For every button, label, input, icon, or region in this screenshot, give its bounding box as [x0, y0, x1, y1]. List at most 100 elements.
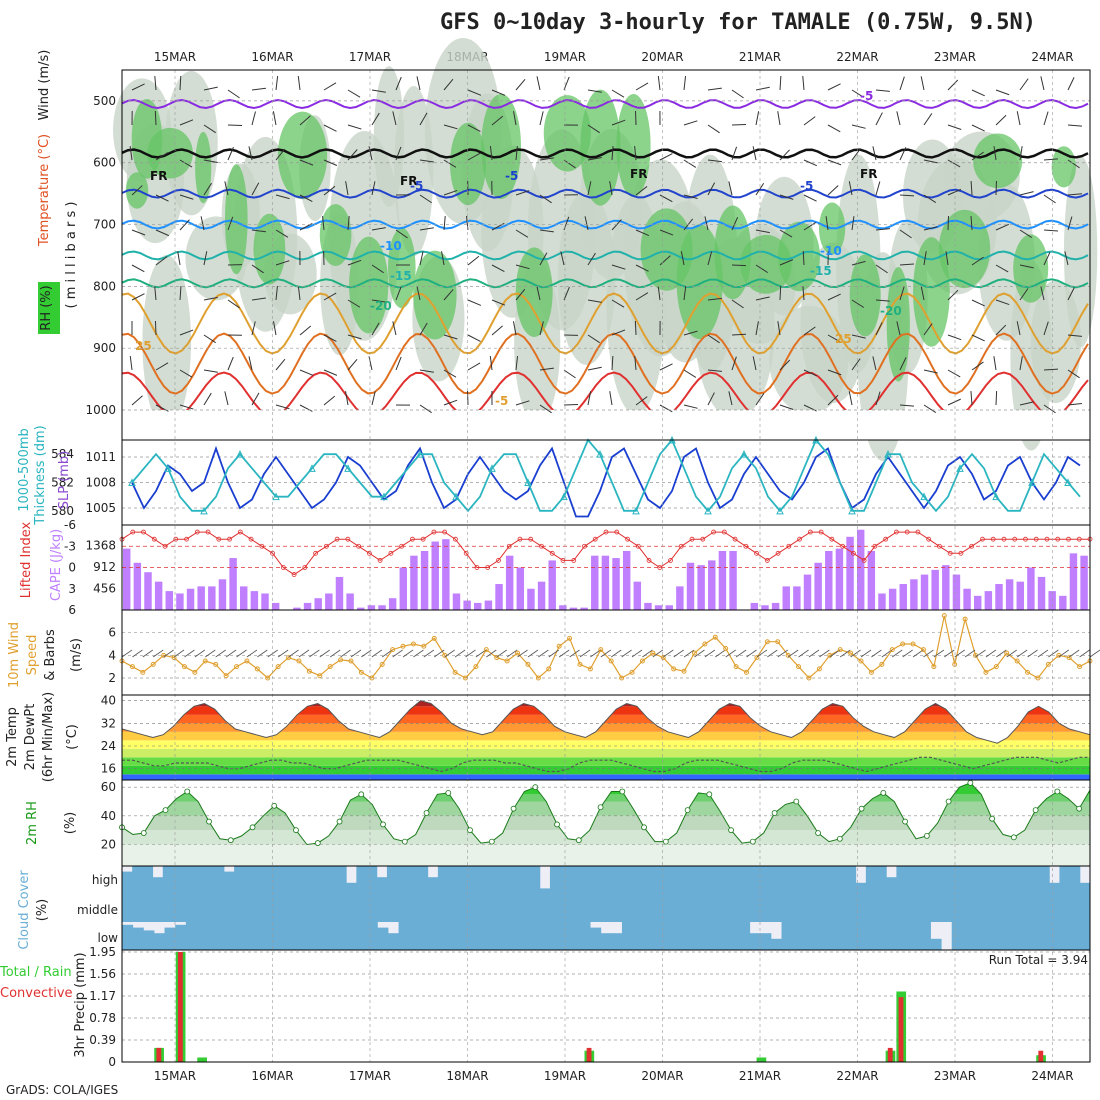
- rh-patch-green: [616, 93, 651, 198]
- wind-panel: 2 4 6: [108, 613, 1100, 685]
- cape-bar: [1069, 553, 1078, 610]
- cloud-bar: [919, 922, 931, 950]
- wind-barb: [1043, 368, 1059, 371]
- wind-barb: [611, 119, 626, 126]
- wind-barb: [827, 159, 842, 166]
- wind-barb: [347, 334, 362, 340]
- wind-barb-10m: [715, 649, 726, 658]
- cloud-bar: [419, 894, 431, 922]
- li-marker: [409, 536, 415, 542]
- wind-barb: [752, 146, 757, 161]
- wind-marker: [556, 643, 562, 649]
- wind-barb: [1067, 369, 1080, 379]
- wind-barb: [323, 292, 337, 301]
- cloud-bar: [653, 894, 666, 922]
- upper-y-tick: 800: [93, 279, 116, 293]
- wind-barb-10m: [381, 649, 393, 658]
- wind-barb: [177, 251, 181, 266]
- wind-barb: [179, 404, 194, 410]
- wind-barb: [512, 321, 517, 336]
- date-label-bottom: 22MAR: [836, 1069, 878, 1083]
- rh-patch-green: [714, 205, 752, 300]
- wind-barb: [731, 216, 739, 231]
- thickness-panel: 1005 1008 1011 580 582 584: [51, 435, 1090, 518]
- date-label-bottom: 17MAR: [349, 1069, 391, 1083]
- wind-marker: [1014, 658, 1020, 664]
- cape-bar: [952, 574, 961, 610]
- wind-barb: [200, 216, 205, 231]
- wind-barb: [970, 180, 973, 196]
- wind-barb: [1043, 404, 1056, 414]
- cape-bar: [442, 539, 450, 610]
- li-marker: [980, 536, 985, 542]
- wind-barb: [371, 89, 386, 93]
- rh-marker: [771, 810, 778, 816]
- li-marker: [463, 550, 469, 556]
- wind-marker: [608, 658, 614, 664]
- date-label-bottom: 20MAR: [641, 1069, 683, 1083]
- wind-barb: [587, 181, 592, 196]
- wind-barb: [179, 369, 193, 378]
- cloud-bar: [760, 894, 772, 922]
- li-marker: [603, 529, 609, 535]
- cloud-bar: [1049, 882, 1060, 894]
- isotherm-label: -10: [380, 239, 402, 253]
- li-marker: [775, 550, 781, 556]
- wind-barb: [947, 289, 959, 301]
- wind-barb: [539, 252, 548, 266]
- upper-y-tick: 500: [93, 94, 116, 108]
- li-marker: [872, 543, 878, 549]
- cloud-level-label: high: [92, 873, 118, 887]
- wind-barb: [443, 399, 458, 406]
- upper-y-tick: 1000: [85, 403, 116, 417]
- wind-marker: [504, 658, 510, 664]
- cloud-bar: [409, 894, 421, 922]
- wind-barb-10m: [309, 649, 320, 658]
- li-marker: [1055, 536, 1061, 542]
- wind-barb: [872, 356, 877, 371]
- cloud-bar: [185, 894, 197, 922]
- li-marker: [291, 572, 297, 577]
- cloud-bar: [998, 866, 1009, 894]
- isotherm-label: -20: [880, 304, 902, 318]
- wind-barb: [923, 251, 927, 266]
- wind-barb: [443, 124, 458, 130]
- wind-marker: [723, 646, 729, 652]
- wind-barb: [803, 194, 817, 202]
- wind-barb: [224, 181, 229, 196]
- cloud-bar: [977, 866, 989, 894]
- wind-barb: [1067, 334, 1082, 337]
- wind-barb: [467, 362, 481, 371]
- cloud-bar: [305, 866, 317, 894]
- rh-marker: [488, 838, 495, 845]
- cloud-bar: [784, 866, 796, 894]
- cloud-bar: [967, 866, 979, 894]
- rh-tick: 20: [101, 838, 116, 852]
- wind-barb: [875, 391, 881, 406]
- wind-barb-10m: [850, 649, 861, 658]
- cape-bar: [878, 593, 886, 610]
- wind-marker: [296, 658, 302, 664]
- li-marker: [915, 529, 921, 535]
- li-marker: [711, 529, 716, 535]
- cape-bar: [261, 593, 269, 610]
- cloud-bar: [536, 894, 548, 922]
- rh-marker: [1054, 788, 1061, 795]
- cloud-bar: [122, 894, 134, 922]
- wind-barb: [227, 299, 240, 309]
- wind-barb-10m: [610, 649, 622, 658]
- wind-barb: [179, 75, 182, 91]
- li-marker: [958, 550, 964, 556]
- wind-barb: [299, 115, 311, 126]
- li-marker: [323, 543, 329, 549]
- cloud-bar: [504, 894, 517, 922]
- li-marker: [539, 543, 544, 549]
- li-marker: [689, 536, 695, 542]
- thickness-marker: [128, 478, 136, 486]
- cape-bar: [474, 602, 482, 610]
- wind-barb: [539, 321, 544, 336]
- wind-barb: [1019, 288, 1029, 301]
- wind-barb: [154, 286, 157, 301]
- wind-barb-10m: [652, 649, 664, 658]
